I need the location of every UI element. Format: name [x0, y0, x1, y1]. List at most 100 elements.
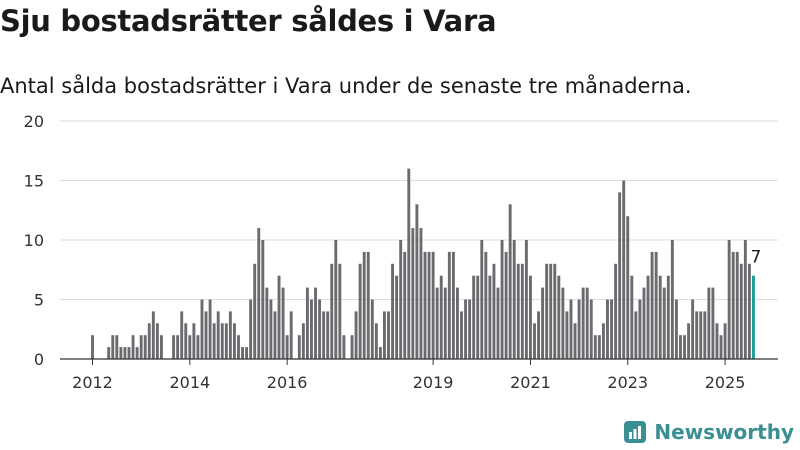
- bar: [123, 347, 127, 359]
- bar: [553, 263, 557, 359]
- bar: [606, 299, 609, 359]
- bar: [504, 251, 508, 359]
- bar: [654, 251, 658, 359]
- x-tick-label: 2014: [169, 373, 210, 392]
- bar: [715, 323, 719, 359]
- bar: [366, 251, 370, 359]
- bar: [630, 275, 634, 359]
- bar: [439, 275, 443, 359]
- bar: [297, 335, 301, 359]
- bar: [305, 287, 309, 359]
- bar: [642, 287, 646, 359]
- bar: [342, 335, 346, 359]
- x-tick-label: 2023: [607, 373, 648, 392]
- bar: [743, 240, 747, 359]
- bar: [330, 263, 334, 359]
- bar: [610, 299, 613, 359]
- bar: [585, 287, 589, 359]
- bar-highlight: [752, 275, 755, 359]
- bar: [476, 275, 480, 359]
- bar: [188, 335, 192, 359]
- bar: [679, 335, 682, 359]
- bar: [468, 299, 472, 359]
- bar: [423, 251, 427, 359]
- bar: [496, 287, 500, 359]
- bar: [711, 287, 715, 359]
- bar: [228, 311, 232, 359]
- bar: [695, 311, 699, 359]
- bar: [119, 347, 123, 359]
- y-tick-label: 20: [24, 112, 44, 131]
- bar: [719, 335, 723, 359]
- bar: [354, 311, 358, 359]
- bar: [431, 251, 435, 359]
- bar: [731, 251, 735, 359]
- bar: [464, 299, 468, 359]
- bar: [289, 311, 293, 359]
- bar: [456, 287, 459, 359]
- bar: [310, 299, 313, 359]
- bar: [334, 240, 338, 359]
- bar: [241, 347, 244, 359]
- bar: [674, 299, 678, 359]
- bar-chart-logo-icon: [624, 421, 647, 443]
- bar: [614, 263, 618, 359]
- bar: [411, 228, 415, 359]
- bar: [703, 311, 707, 359]
- bar: [723, 323, 727, 359]
- bar: [151, 311, 155, 359]
- bar: [528, 275, 532, 359]
- bar: [739, 263, 743, 359]
- newsworthy-brand: Newsworthy: [623, 420, 794, 444]
- bar: [107, 347, 111, 359]
- bar: [147, 323, 151, 359]
- bar: [472, 275, 476, 359]
- bar: [747, 263, 751, 359]
- bar: [524, 240, 528, 359]
- bar: [646, 275, 650, 359]
- bar: [618, 192, 622, 359]
- bar: [326, 311, 330, 359]
- bar: [370, 299, 374, 359]
- bar: [683, 335, 686, 359]
- bar: [245, 347, 249, 359]
- bar: [622, 180, 626, 359]
- bar: [387, 311, 390, 359]
- bar: [403, 251, 407, 359]
- latest-value-label: 7: [750, 248, 761, 268]
- x-tick-label: 2021: [510, 373, 551, 392]
- bar: [391, 263, 395, 359]
- bar: [484, 251, 488, 359]
- bar: [115, 335, 119, 359]
- bar: [261, 240, 265, 359]
- bar: [362, 251, 366, 359]
- bar: [533, 323, 536, 359]
- bar: [500, 240, 504, 359]
- bar: [691, 299, 695, 359]
- chart-title: Sju bostadsrätter såldes i Vara: [0, 4, 497, 38]
- bar: [512, 240, 516, 359]
- chart-subtitle: Antal sålda bostadsrätter i Vara under d…: [0, 74, 692, 98]
- bar: [265, 287, 269, 359]
- bar: [573, 323, 577, 359]
- bar: [516, 263, 520, 359]
- bar: [143, 335, 147, 359]
- bar: [383, 311, 386, 359]
- bar: [666, 275, 670, 359]
- bar: [224, 323, 228, 359]
- bar: [520, 263, 524, 359]
- x-tick-label: 2012: [72, 373, 113, 392]
- bar: [658, 275, 662, 359]
- bar: [322, 311, 326, 359]
- bar: [184, 323, 188, 359]
- bar: [159, 335, 163, 359]
- bar: [419, 228, 423, 359]
- bar: [638, 299, 642, 359]
- bar: [249, 299, 253, 359]
- bar: [232, 323, 236, 359]
- bar: [314, 287, 317, 359]
- bar: [569, 299, 573, 359]
- x-tick-label: 2016: [267, 373, 308, 392]
- bar: [301, 323, 305, 359]
